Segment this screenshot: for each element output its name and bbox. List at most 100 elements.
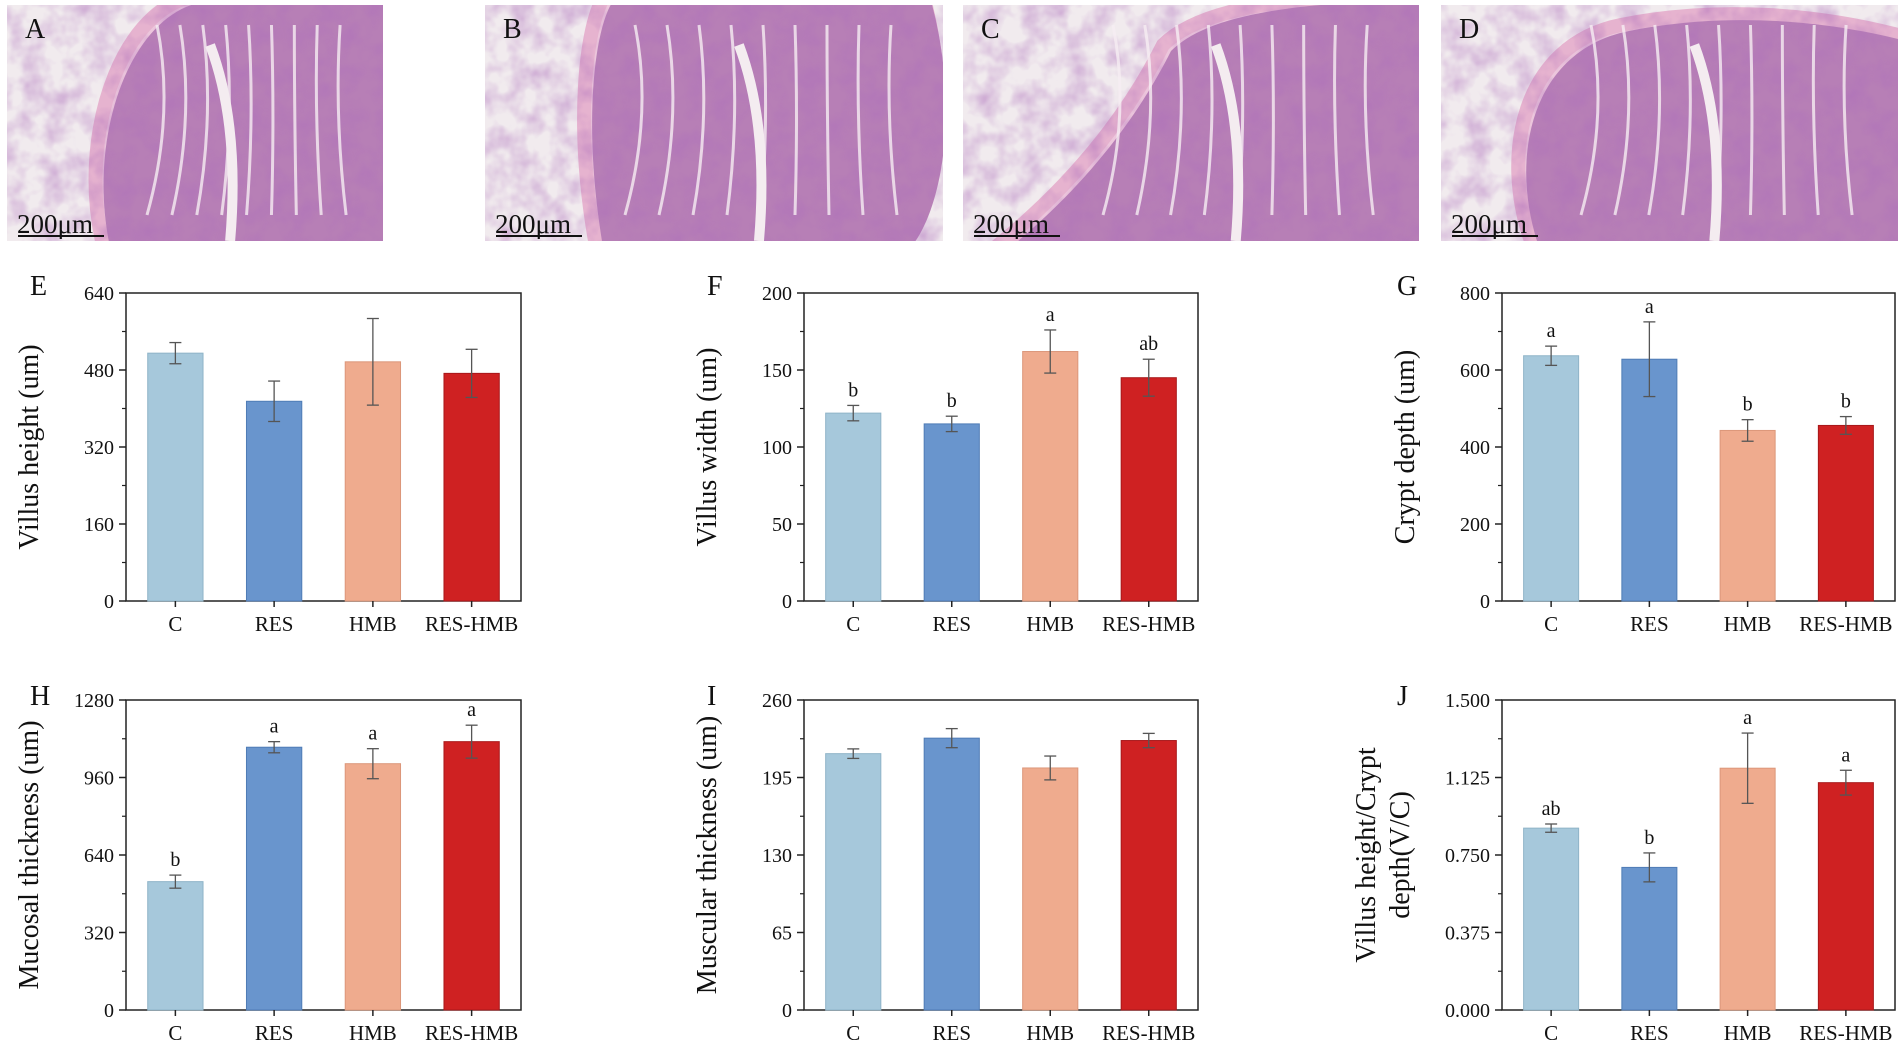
y-axis-label: Muscular thickness (um) bbox=[692, 716, 723, 994]
x-tick-label: HMB bbox=[1026, 612, 1074, 636]
villus-gap bbox=[657, 24, 675, 216]
x-tick-label: RES-HMB bbox=[1102, 1021, 1195, 1043]
villus-gap bbox=[1748, 24, 1754, 216]
villus-gap bbox=[1613, 24, 1631, 216]
significance-letter: a bbox=[1841, 744, 1850, 766]
x-tick-label: HMB bbox=[349, 612, 397, 636]
villus-gap bbox=[1270, 24, 1275, 216]
bar-c bbox=[825, 753, 882, 1011]
x-tick-label: RES-HMB bbox=[1799, 1021, 1892, 1043]
tissue-section bbox=[7, 5, 383, 241]
villus-gap bbox=[623, 24, 644, 216]
y-tick-label: 960 bbox=[84, 768, 114, 790]
micrograph-c: C 200μm bbox=[963, 5, 1419, 241]
panel-label: A bbox=[25, 14, 46, 45]
villus-gap bbox=[1780, 24, 1786, 216]
significance-letter: b bbox=[1841, 391, 1851, 413]
y-tick-label: 0 bbox=[104, 591, 114, 613]
significance-letter: a bbox=[467, 699, 476, 721]
x-tick-label: HMB bbox=[1724, 1021, 1772, 1043]
x-tick-label: C bbox=[846, 612, 860, 636]
panel-label: D bbox=[1459, 14, 1479, 45]
y-tick-label: 1.125 bbox=[1445, 768, 1490, 790]
y-tick-label: 260 bbox=[762, 690, 792, 712]
villus-gap bbox=[1169, 24, 1183, 216]
panel-label: C bbox=[981, 14, 1000, 45]
micrograph-a: A 200μm bbox=[7, 5, 383, 241]
villus-gap bbox=[1333, 24, 1341, 216]
panel-label: E bbox=[30, 271, 47, 302]
panel-label: J bbox=[1397, 681, 1408, 712]
bar-res-hmb bbox=[443, 372, 500, 602]
villus-gap bbox=[691, 24, 706, 216]
y-tick-label: 640 bbox=[84, 283, 114, 305]
villus-gap bbox=[195, 24, 210, 216]
chart-h: H 0 320 640 960 1280 Mucosal thickness (um) b Ca… bbox=[14, 681, 522, 1043]
y-tick-label: 0 bbox=[782, 1000, 792, 1022]
y-tick-label: 0.375 bbox=[1445, 923, 1490, 945]
x-tick-label: RES bbox=[1630, 612, 1669, 636]
significance-letter: b bbox=[848, 379, 858, 401]
x-tick-label: RES-HMB bbox=[425, 1021, 518, 1043]
significance-letter: b bbox=[1743, 394, 1753, 416]
y-tick-label: 800 bbox=[1460, 283, 1490, 305]
bar-res bbox=[1621, 358, 1678, 602]
villus-gap bbox=[269, 24, 275, 216]
chart-i: I 0 65 130 195 260 Muscular thickness (um) C RES… bbox=[692, 681, 1199, 1043]
bar-res-hmb bbox=[1817, 782, 1874, 1011]
chart-f: F 0 50 100 150 200 Villus width (um) b Cb RES a HMB… bbox=[692, 271, 1199, 636]
villus-gap bbox=[1647, 24, 1662, 216]
x-tick-label: C bbox=[1544, 1021, 1558, 1043]
tissue-section bbox=[1441, 5, 1898, 241]
bar-res bbox=[245, 400, 303, 602]
y-axis-label: Villus width (um) bbox=[692, 348, 723, 547]
x-tick-label: C bbox=[168, 612, 182, 636]
significance-letter: a bbox=[270, 716, 279, 738]
bar-c bbox=[147, 881, 204, 1011]
villus-gap bbox=[1202, 24, 1214, 216]
x-tick-label: C bbox=[168, 1021, 182, 1043]
significance-letter: a bbox=[1743, 707, 1752, 729]
villus-gap bbox=[1302, 24, 1308, 216]
x-tick-label: RES bbox=[255, 1021, 294, 1043]
villus-gap bbox=[793, 24, 798, 216]
y-tick-label: 0 bbox=[104, 1000, 114, 1022]
y-axis-label: Mucosal thickness (um) bbox=[14, 720, 45, 989]
villus-gap bbox=[145, 24, 166, 216]
tissue-section bbox=[485, 5, 943, 241]
y-tick-label: 400 bbox=[1460, 437, 1490, 459]
bar-res bbox=[923, 423, 980, 602]
significance-letter: a bbox=[368, 723, 377, 745]
scale-bar-label: 200μm bbox=[495, 209, 571, 239]
y-axis-label-line: Villus height/Crypt bbox=[1351, 747, 1382, 963]
significance-letter: a bbox=[1046, 304, 1055, 326]
bar-c bbox=[147, 352, 204, 602]
panel-label: B bbox=[503, 14, 522, 45]
x-tick-label: HMB bbox=[349, 1021, 397, 1043]
y-tick-label: 195 bbox=[762, 768, 792, 790]
villus-gap bbox=[170, 24, 188, 216]
y-axis-label: Villus height (um) bbox=[14, 344, 45, 549]
x-tick-label: RES bbox=[255, 612, 294, 636]
bar-res-hmb bbox=[1120, 740, 1177, 1011]
y-tick-label: 130 bbox=[762, 845, 792, 867]
tissue-texture bbox=[7, 5, 383, 241]
villus-gap bbox=[1842, 24, 1854, 216]
panel-label: G bbox=[1397, 271, 1417, 302]
significance-letter: a bbox=[1547, 320, 1556, 342]
villus-gap bbox=[292, 24, 298, 216]
chart-g: G 0 200 400 600 800 Crypt depth (um) a Ca RES b HMB… bbox=[1390, 271, 1896, 636]
tissue-texture bbox=[963, 5, 1419, 241]
y-tick-label: 1.500 bbox=[1445, 690, 1490, 712]
y-tick-label: 320 bbox=[84, 437, 114, 459]
y-tick-label: 0.750 bbox=[1445, 845, 1490, 867]
lumen bbox=[734, 43, 767, 241]
y-axis-label-line: depth(V/C) bbox=[1385, 791, 1416, 919]
bar-c bbox=[1523, 827, 1580, 1011]
bar-c bbox=[825, 412, 882, 602]
x-tick-label: RES-HMB bbox=[1102, 612, 1195, 636]
significance-letter: b bbox=[1644, 827, 1654, 849]
significance-letter: b bbox=[170, 849, 180, 871]
villus-gap bbox=[887, 24, 899, 216]
scale-bar-label: 200μm bbox=[17, 209, 93, 239]
